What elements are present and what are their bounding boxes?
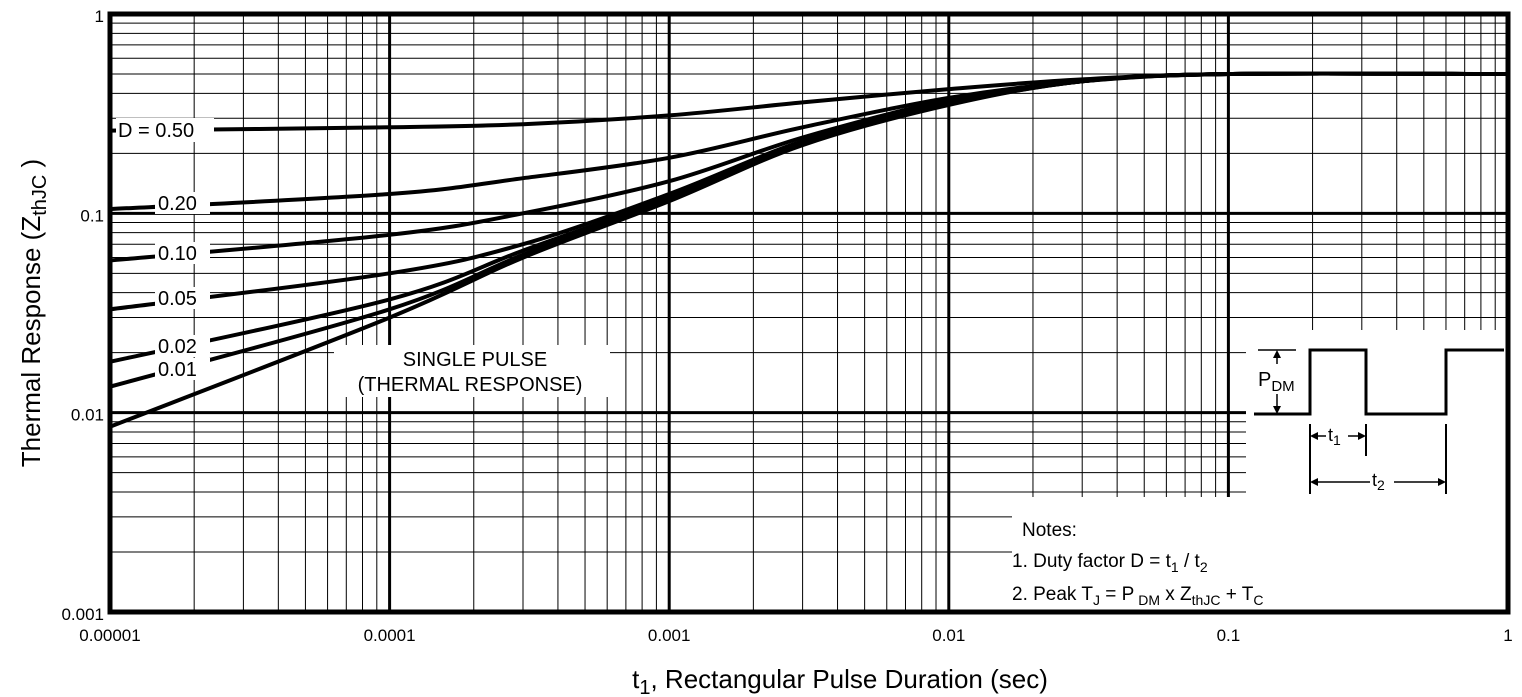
pdm-label-bg — [1256, 364, 1308, 394]
single-pulse-label-line2: (THERMAL RESPONSE) — [358, 374, 583, 396]
t1-label-bg — [1326, 424, 1348, 446]
curve-label-010: 0.10 — [158, 243, 197, 265]
label-bg-001 — [155, 358, 210, 380]
t2-label: t2 — [1372, 470, 1385, 493]
t1-arrow-right — [1358, 432, 1366, 440]
pdm-arrow-top — [1273, 350, 1281, 358]
x-axis-title: t1, Rectangular Pulse Duration (sec) — [632, 664, 1048, 697]
x-tick-label-2: 0.001 — [648, 626, 691, 645]
notes-block: Notes: 1. Duty factor D = t1 / t2 2. Pea… — [1012, 520, 1264, 608]
pulse-waveform-diagram: PDM t1 t2 — [1254, 348, 1504, 494]
curve-label-001: 0.01 — [158, 359, 197, 381]
label-bg-010 — [155, 242, 210, 264]
curves — [108, 71, 1510, 429]
note-peak-tj: 2. Peak TJ = P DM x ZthJC + TC — [1012, 584, 1264, 608]
pdm-label: PDM — [1258, 369, 1295, 395]
y-tick-label-2: 0.1 — [80, 206, 104, 225]
notes-inset-background — [1012, 497, 1508, 613]
x-tick-label-1: 0.0001 — [364, 626, 416, 645]
note-duty-factor: 1. Duty factor D = t1 / t2 — [1012, 551, 1208, 575]
y-axis-title: Thermal Response (ZthJC ) — [16, 159, 51, 467]
curve-label-020: 0.20 — [158, 193, 197, 215]
x-tick-label-0: 0.00001 — [79, 626, 140, 645]
curve-label-005: 0.05 — [158, 288, 197, 310]
label-bg-002 — [155, 335, 210, 357]
label-bg-005 — [155, 287, 210, 309]
curve-series-3 — [108, 71, 1510, 312]
curve-label-d050: D = 0.50 — [118, 120, 194, 142]
label-bg-050 — [116, 118, 214, 142]
notes-heading: Notes: — [1022, 520, 1077, 541]
t1-label: t1 — [1328, 425, 1341, 448]
curve-label-002: 0.02 — [158, 336, 197, 358]
x-tick-label-5: 1 — [1503, 626, 1512, 645]
pulse-waveform — [1254, 348, 1504, 416]
tick-labels: 0.00001 0.0001 0.001 0.01 0.1 1 0.001 0.01 0.1 1 — [61, 7, 1512, 645]
t1-arrow-left — [1310, 432, 1318, 440]
y-tick-label-3: 1 — [95, 7, 104, 26]
x-tick-label-3: 0.01 — [932, 626, 965, 645]
curve-series-4 — [108, 71, 1510, 364]
t2-label-bg — [1370, 468, 1394, 492]
single-pulse-bg — [334, 345, 610, 397]
curve-series-0 — [108, 71, 1510, 133]
t2-arrow-right — [1438, 478, 1446, 486]
label-bg-020 — [155, 192, 210, 214]
curve-series-6 — [108, 71, 1510, 429]
x-tick-label-4: 0.1 — [1217, 626, 1241, 645]
pdm-arrow-bottom — [1273, 406, 1281, 414]
t2-arrow-left — [1310, 478, 1318, 486]
y-tick-label-1: 0.01 — [71, 406, 104, 425]
single-pulse-label-line1: SINGLE PULSE — [403, 349, 548, 371]
plot-frame — [107, 11, 1511, 615]
y-tick-label-0: 0.001 — [61, 605, 104, 624]
